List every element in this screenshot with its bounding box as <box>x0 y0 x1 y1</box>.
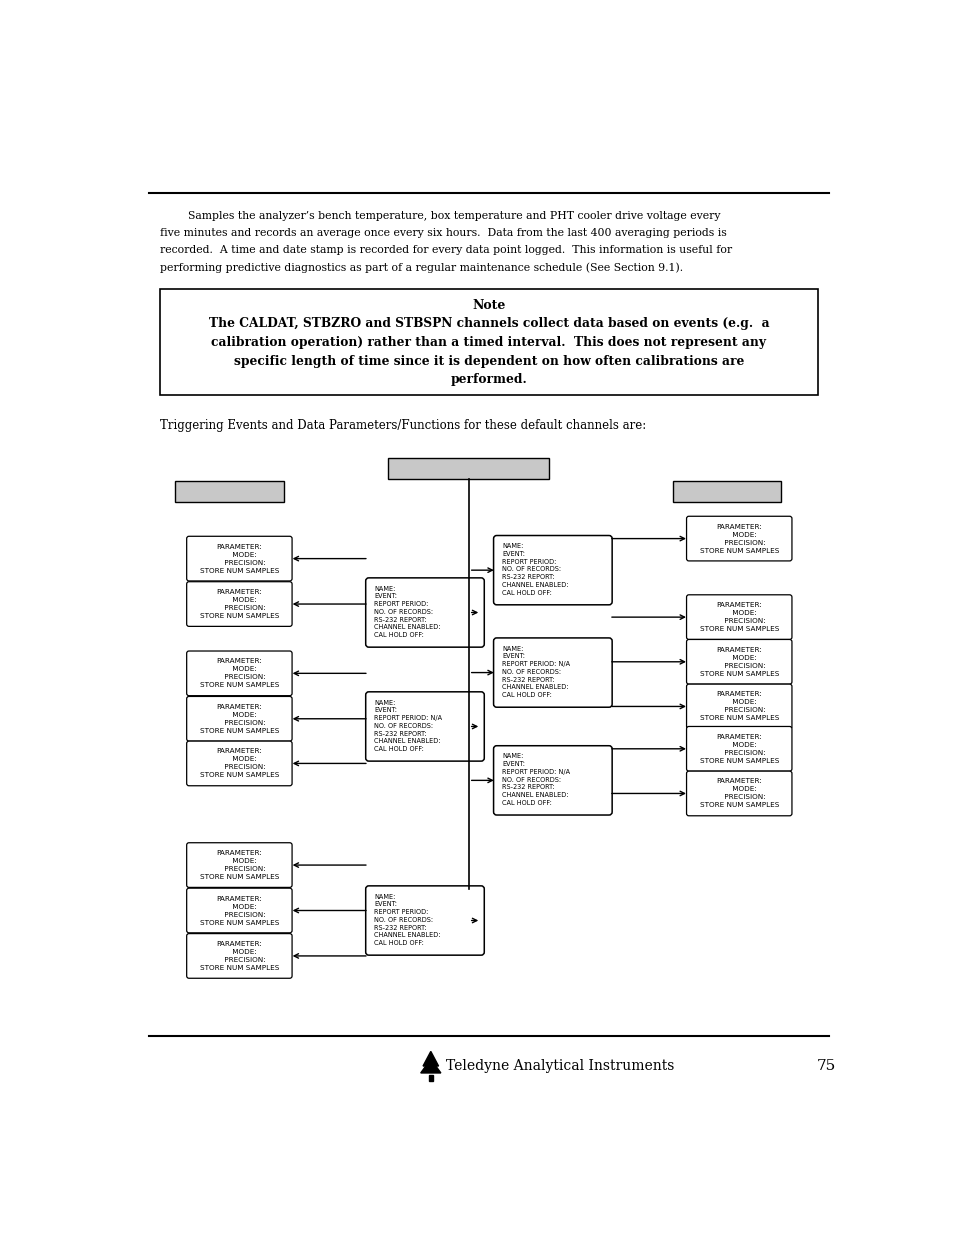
FancyBboxPatch shape <box>174 480 283 501</box>
FancyBboxPatch shape <box>672 480 781 501</box>
FancyBboxPatch shape <box>686 595 791 640</box>
Text: NAME:
EVENT:
REPORT PERIOD:
NO. OF RECORDS:
RS-232 REPORT:
CHANNEL ENABLED:
CAL : NAME: EVENT: REPORT PERIOD: NO. OF RECOR… <box>374 894 440 946</box>
Text: NAME:
EVENT:
REPORT PERIOD: N/A
NO. OF RECORDS:
RS-232 REPORT:
CHANNEL ENABLED:
: NAME: EVENT: REPORT PERIOD: N/A NO. OF R… <box>374 699 442 752</box>
Text: PARAMETER:
     MODE:
     PRECISION:
STORE NUM SAMPLES: PARAMETER: MODE: PRECISION: STORE NUM SA… <box>699 734 778 763</box>
Text: PARAMETER:
     MODE:
     PRECISION:
STORE NUM SAMPLES: PARAMETER: MODE: PRECISION: STORE NUM SA… <box>199 895 279 925</box>
Text: PARAMETER:
     MODE:
     PRECISION:
STORE NUM SAMPLES: PARAMETER: MODE: PRECISION: STORE NUM SA… <box>699 524 778 553</box>
FancyBboxPatch shape <box>187 582 292 626</box>
FancyBboxPatch shape <box>686 771 791 816</box>
FancyBboxPatch shape <box>493 638 612 708</box>
FancyBboxPatch shape <box>686 640 791 684</box>
Text: PARAMETER:
     MODE:
     PRECISION:
STORE NUM SAMPLES: PARAMETER: MODE: PRECISION: STORE NUM SA… <box>199 941 279 971</box>
FancyBboxPatch shape <box>187 697 292 741</box>
Text: PARAMETER:
     MODE:
     PRECISION:
STORE NUM SAMPLES: PARAMETER: MODE: PRECISION: STORE NUM SA… <box>199 748 279 778</box>
Text: NAME:
EVENT:
REPORT PERIOD:
NO. OF RECORDS:
RS-232 REPORT:
CHANNEL ENABLED:
CAL : NAME: EVENT: REPORT PERIOD: NO. OF RECOR… <box>374 585 440 638</box>
FancyBboxPatch shape <box>365 692 484 761</box>
Text: PARAMETER:
     MODE:
     PRECISION:
STORE NUM SAMPLES: PARAMETER: MODE: PRECISION: STORE NUM SA… <box>699 603 778 632</box>
FancyBboxPatch shape <box>365 885 484 955</box>
FancyBboxPatch shape <box>187 842 292 888</box>
Text: PARAMETER:
     MODE:
     PRECISION:
STORE NUM SAMPLES: PARAMETER: MODE: PRECISION: STORE NUM SA… <box>199 589 279 619</box>
Polygon shape <box>429 1074 433 1081</box>
Text: PARAMETER:
     MODE:
     PRECISION:
STORE NUM SAMPLES: PARAMETER: MODE: PRECISION: STORE NUM SA… <box>699 647 778 677</box>
Text: PARAMETER:
     MODE:
     PRECISION:
STORE NUM SAMPLES: PARAMETER: MODE: PRECISION: STORE NUM SA… <box>699 692 778 721</box>
Text: 75: 75 <box>816 1060 835 1073</box>
Text: The CALDAT, STBZRO and STBSPN channels collect data based on events (e.g.  a: The CALDAT, STBZRO and STBSPN channels c… <box>209 317 768 330</box>
Text: performing predictive diagnostics as part of a regular maintenance schedule (See: performing predictive diagnostics as par… <box>159 262 682 273</box>
Polygon shape <box>422 1051 438 1066</box>
FancyBboxPatch shape <box>388 458 549 478</box>
FancyBboxPatch shape <box>493 746 612 815</box>
Text: calibration operation) rather than a timed interval.  This does not represent an: calibration operation) rather than a tim… <box>212 336 765 348</box>
FancyBboxPatch shape <box>686 726 791 771</box>
FancyBboxPatch shape <box>187 934 292 978</box>
Text: PARAMETER:
     MODE:
     PRECISION:
STORE NUM SAMPLES: PARAMETER: MODE: PRECISION: STORE NUM SA… <box>199 543 279 573</box>
FancyBboxPatch shape <box>187 888 292 932</box>
Text: PARAMETER:
     MODE:
     PRECISION:
STORE NUM SAMPLES: PARAMETER: MODE: PRECISION: STORE NUM SA… <box>199 704 279 734</box>
FancyBboxPatch shape <box>365 578 484 647</box>
Text: five minutes and records an average once every six hours.  Data from the last 40: five minutes and records an average once… <box>159 228 725 238</box>
Text: NAME:
EVENT:
REPORT PERIOD: N/A
NO. OF RECORDS:
RS-232 REPORT:
CHANNEL ENABLED:
: NAME: EVENT: REPORT PERIOD: N/A NO. OF R… <box>501 646 570 698</box>
Text: Samples the analyzer’s bench temperature, box temperature and PHT cooler drive v: Samples the analyzer’s bench temperature… <box>159 211 720 221</box>
Text: specific length of time since it is dependent on how often calibrations are: specific length of time since it is depe… <box>233 354 743 368</box>
FancyBboxPatch shape <box>187 741 292 785</box>
Text: Triggering Events and Data Parameters/Functions for these default channels are:: Triggering Events and Data Parameters/Fu… <box>159 419 645 432</box>
FancyBboxPatch shape <box>686 516 791 561</box>
Text: Note: Note <box>472 299 505 312</box>
Polygon shape <box>420 1060 440 1073</box>
Text: NAME:
EVENT:
REPORT PERIOD:
NO. OF RECORDS:
RS-232 REPORT:
CHANNEL ENABLED:
CAL : NAME: EVENT: REPORT PERIOD: NO. OF RECOR… <box>501 543 568 595</box>
FancyBboxPatch shape <box>187 651 292 695</box>
Text: recorded.  A time and date stamp is recorded for every data point logged.  This : recorded. A time and date stamp is recor… <box>159 246 731 256</box>
Text: performed.: performed. <box>450 373 527 387</box>
FancyBboxPatch shape <box>187 536 292 580</box>
Text: NAME:
EVENT:
REPORT PERIOD: N/A
NO. OF RECORDS:
RS-232 REPORT:
CHANNEL ENABLED:
: NAME: EVENT: REPORT PERIOD: N/A NO. OF R… <box>501 753 570 806</box>
FancyBboxPatch shape <box>686 684 791 729</box>
FancyBboxPatch shape <box>493 536 612 605</box>
FancyBboxPatch shape <box>159 289 818 395</box>
Text: PARAMETER:
     MODE:
     PRECISION:
STORE NUM SAMPLES: PARAMETER: MODE: PRECISION: STORE NUM SA… <box>199 850 279 881</box>
Text: PARAMETER:
     MODE:
     PRECISION:
STORE NUM SAMPLES: PARAMETER: MODE: PRECISION: STORE NUM SA… <box>199 658 279 688</box>
Text: PARAMETER:
     MODE:
     PRECISION:
STORE NUM SAMPLES: PARAMETER: MODE: PRECISION: STORE NUM SA… <box>699 778 778 809</box>
Text: Teledyne Analytical Instruments: Teledyne Analytical Instruments <box>446 1060 674 1073</box>
